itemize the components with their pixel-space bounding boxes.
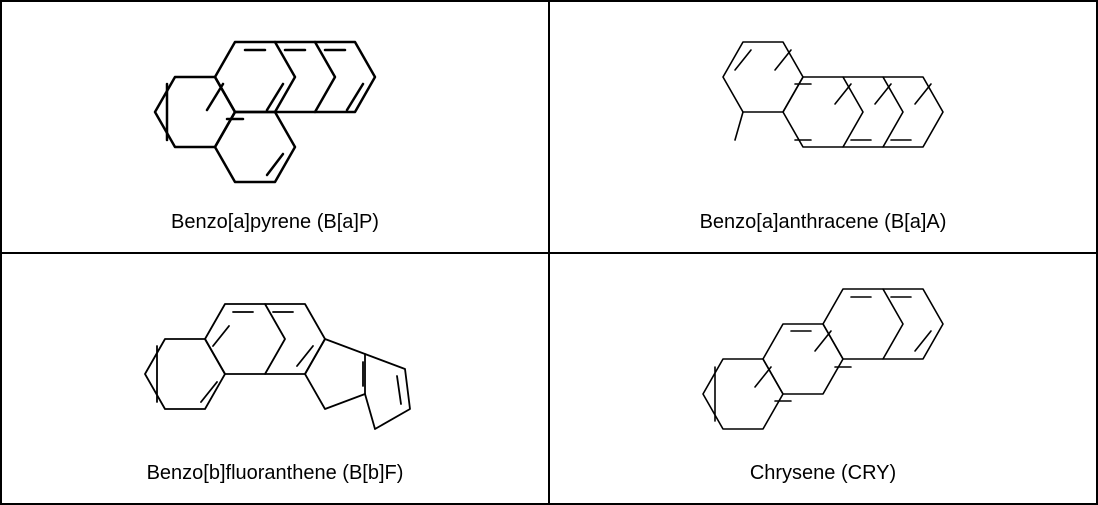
compound-grid: Benzo[a]pyrene (B[a]P) Benzo[a]anthracen… [0,0,1098,505]
cell-bap: Benzo[a]pyrene (B[a]P) [1,1,549,253]
cry-svg [663,269,983,449]
structure-bbf [12,264,538,455]
bap-svg [125,22,425,192]
structure-cry [560,264,1086,455]
bbf-svg [115,264,435,454]
caption-baa: Benzo[a]anthracene (B[a]A) [700,211,947,234]
caption-bbf: Benzo[b]fluoranthene (B[b]F) [147,462,404,485]
structure-baa [560,12,1086,203]
caption-bap: Benzo[a]pyrene (B[a]P) [171,211,379,234]
cell-cry: Chrysene (CRY) [549,253,1097,505]
caption-cry: Chrysene (CRY) [750,462,896,485]
cell-bbf: Benzo[b]fluoranthene (B[b]F) [1,253,549,505]
baa-svg [663,22,983,192]
structure-bap [12,12,538,203]
cell-baa: Benzo[a]anthracene (B[a]A) [549,1,1097,253]
